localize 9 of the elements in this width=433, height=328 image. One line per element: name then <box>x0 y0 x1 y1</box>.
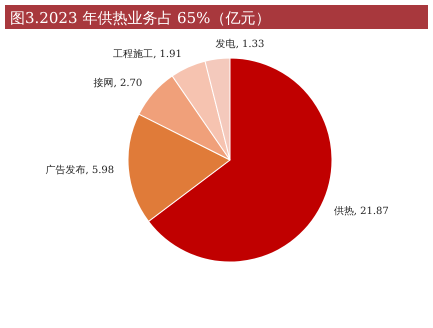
pie-slice <box>128 114 230 222</box>
pie-slice <box>172 60 230 160</box>
slice-label: 工程施工, 1.91 <box>113 48 182 61</box>
slice-label: 供热, 21.87 <box>334 205 389 218</box>
slice-label: 发电, 1.33 <box>216 38 264 52</box>
slice-label: 广告发布, 5.98 <box>46 164 114 177</box>
pie-slice <box>204 58 230 160</box>
chart-title: 图3.2023 年供热业务占 65%（亿元） <box>10 9 270 27</box>
slice-label: 接网, 2.70 <box>94 77 142 90</box>
